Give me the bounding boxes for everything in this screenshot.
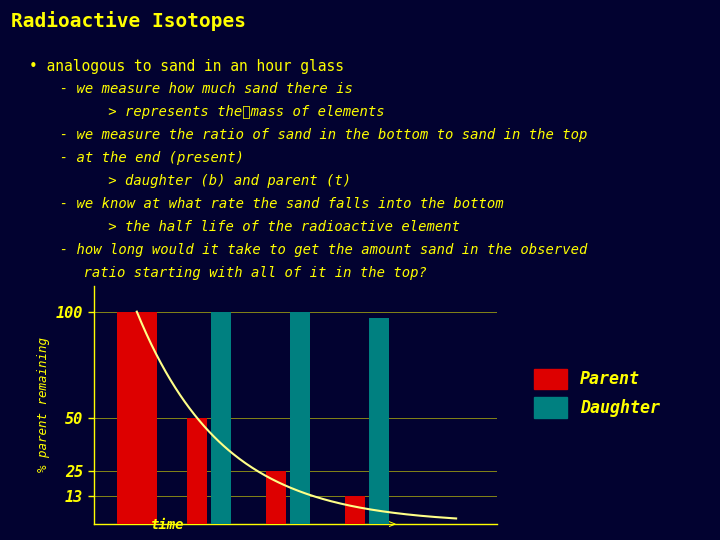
Bar	[117, 312, 157, 524]
Y-axis label: % parent remaining: % parent remaining	[37, 338, 50, 472]
Text: - we measure the ratio of sand in the bottom to sand in the top: - we measure the ratio of sand in the bo…	[43, 128, 588, 142]
Text: > daughter (b) and parent (t): > daughter (b) and parent (t)	[58, 174, 351, 188]
Bar	[211, 312, 231, 524]
Text: Radioactive Isotopes: Radioactive Isotopes	[11, 11, 246, 31]
Text: • analogous to sand in an hour glass: • analogous to sand in an hour glass	[29, 59, 344, 75]
Text: - we measure how much sand there is: - we measure how much sand there is	[43, 82, 353, 96]
Bar	[369, 318, 390, 524]
Bar	[187, 418, 207, 524]
Text: - how long would it take to get the amount sand in the observed: - how long would it take to get the amou…	[43, 243, 588, 257]
Legend: Parent, Daughter: Parent, Daughter	[526, 360, 669, 426]
Text: time: time	[151, 518, 185, 532]
Text: > the half life of the radioactive element: > the half life of the radioactive eleme…	[58, 220, 459, 234]
Text: - we know at what rate the sand falls into the bottom: - we know at what rate the sand falls in…	[43, 197, 504, 211]
Text: - at the end (present): - at the end (present)	[43, 151, 244, 165]
Bar	[346, 496, 366, 524]
Bar	[290, 312, 310, 524]
Text: > represents the​mass of elements: > represents the​mass of elements	[58, 105, 384, 119]
Text: ratio starting with all of it in the top?: ratio starting with all of it in the top…	[50, 266, 427, 280]
Bar	[266, 471, 287, 524]
Text: - - - - - - - - - - - ->: - - - - - - - - - - - ->	[216, 518, 396, 531]
